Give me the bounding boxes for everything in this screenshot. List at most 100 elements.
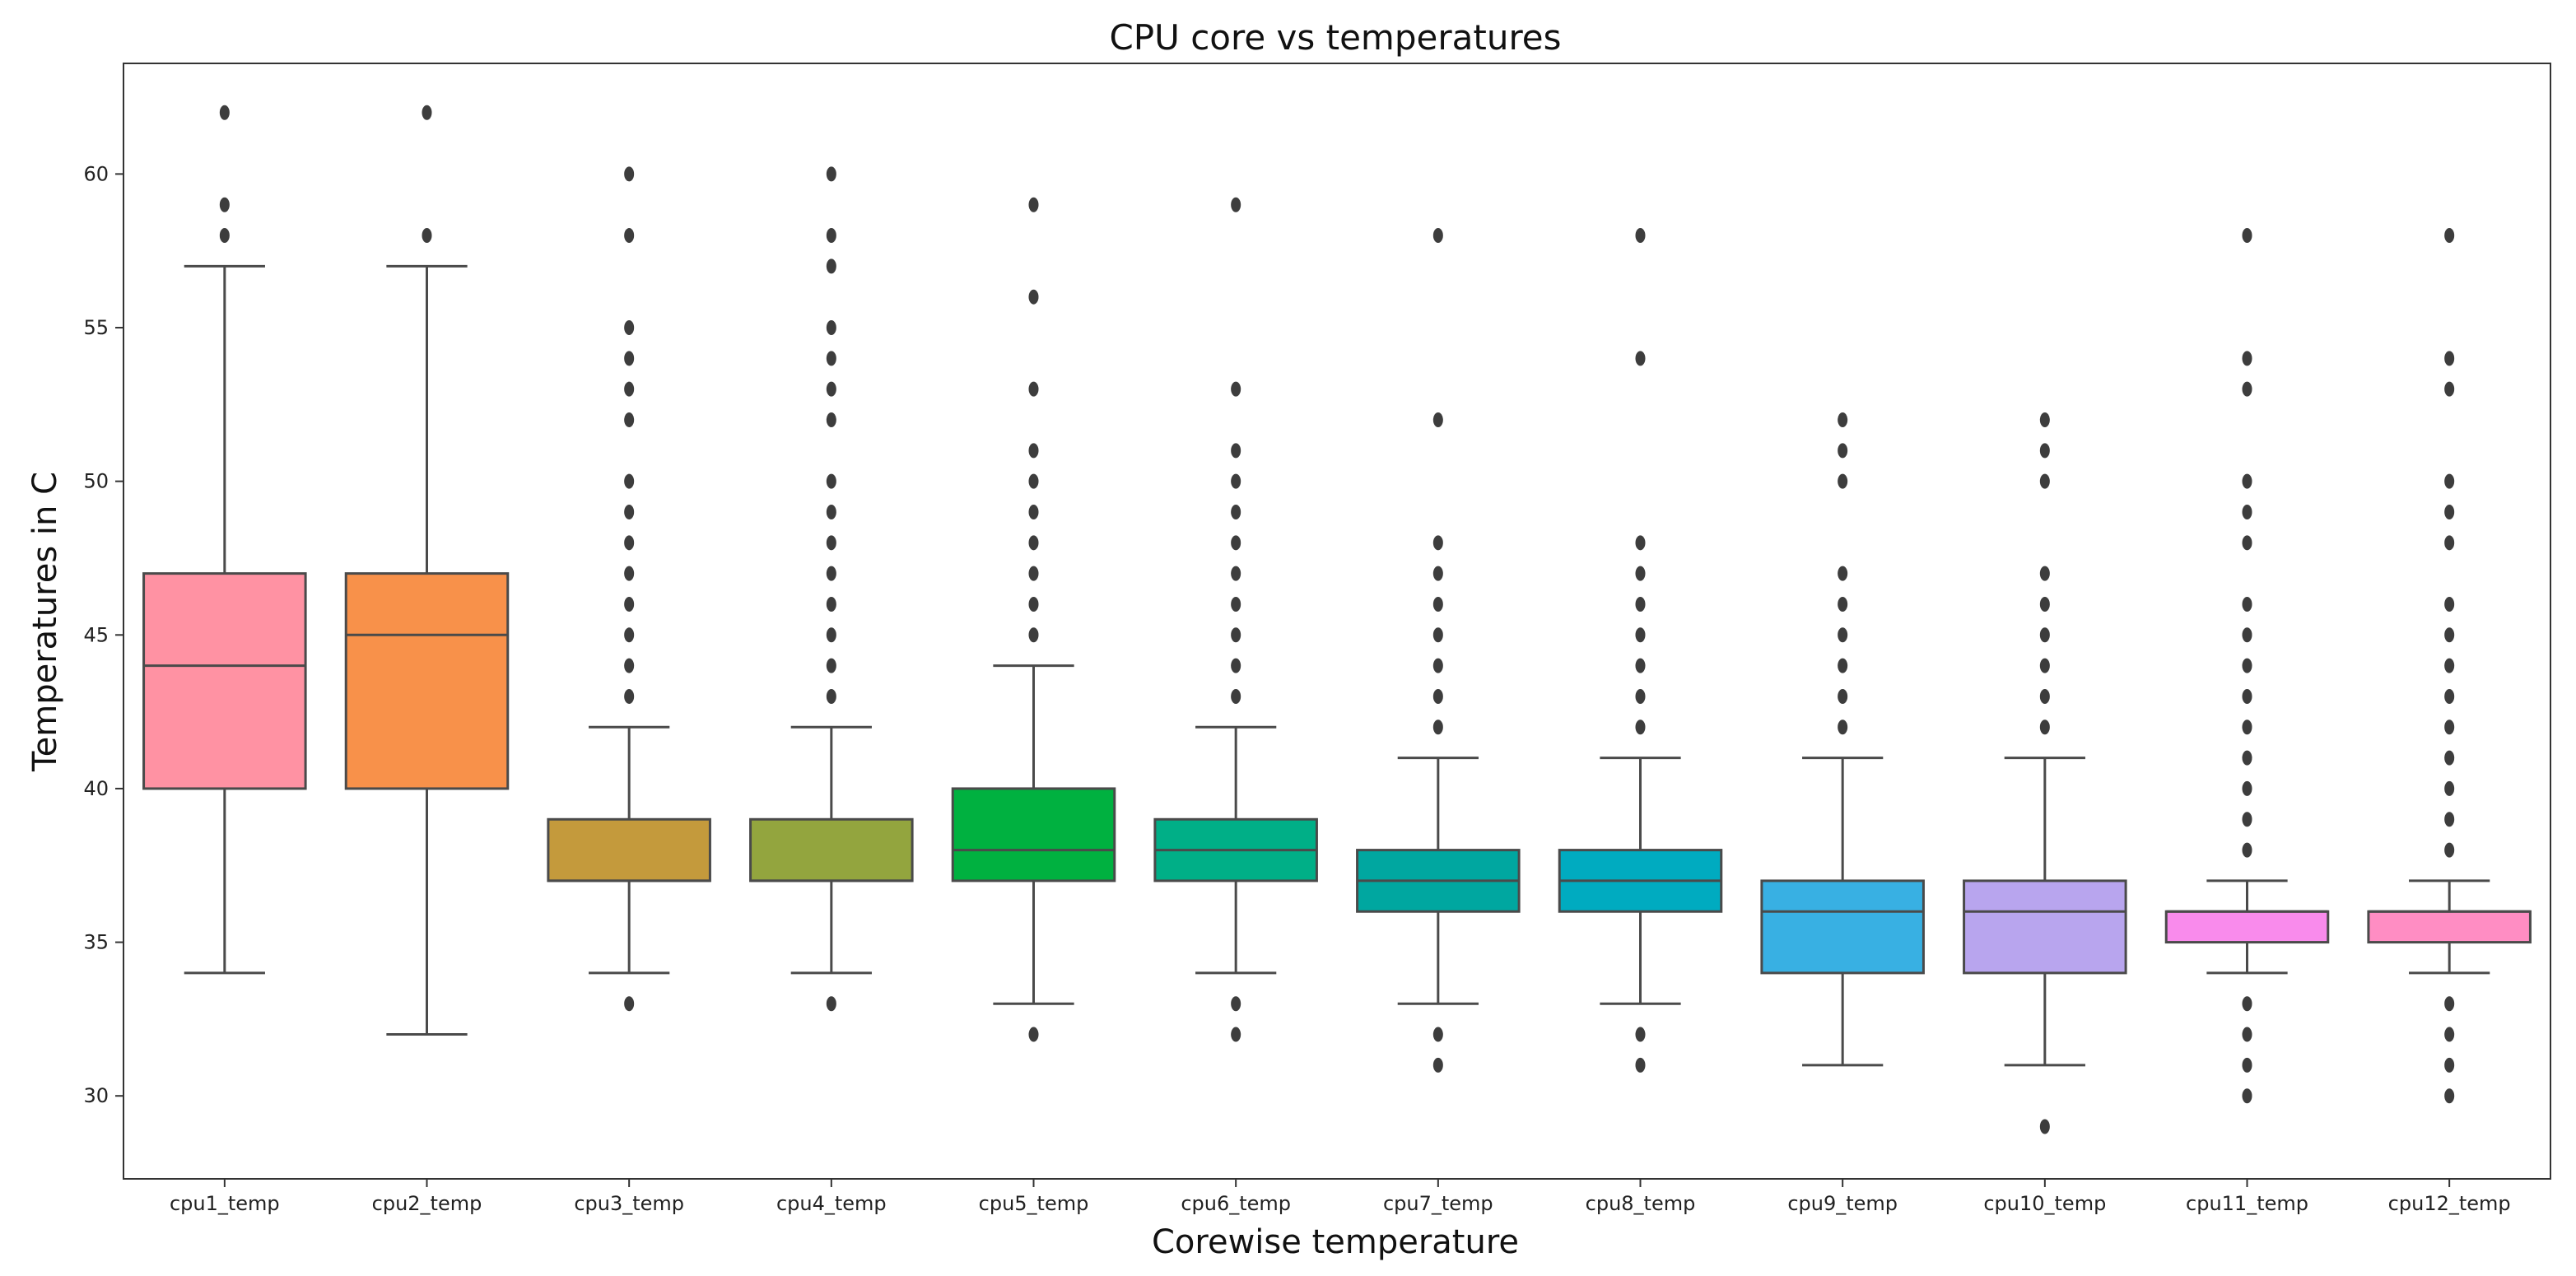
outlier-point bbox=[2444, 750, 2455, 766]
outlier-point bbox=[826, 381, 836, 397]
outlier-point bbox=[1838, 596, 1848, 612]
outlier-point bbox=[1028, 197, 1039, 212]
outlier-point bbox=[1028, 381, 1039, 397]
outlier-point bbox=[1838, 473, 1848, 489]
outlier-point bbox=[2039, 627, 2050, 643]
box-cpu3_temp bbox=[547, 166, 711, 1012]
x-tick-label: cpu12_temp bbox=[2388, 1192, 2511, 1215]
outlier-point bbox=[1028, 443, 1039, 459]
outlier-point bbox=[2444, 351, 2455, 366]
y-tick-label: 45 bbox=[83, 623, 109, 646]
outlier-point bbox=[2242, 1027, 2252, 1042]
y-tick-label: 35 bbox=[83, 931, 109, 954]
outlier-point bbox=[2242, 996, 2252, 1012]
y-axis: 30 35 40 45 50 55 60 bbox=[83, 162, 123, 1107]
outlier-point bbox=[2242, 719, 2252, 735]
outlier-point bbox=[2444, 812, 2455, 827]
outlier-point bbox=[1635, 596, 1646, 612]
outlier-point bbox=[1231, 443, 1241, 459]
outlier-point bbox=[2444, 473, 2455, 489]
outlier-point bbox=[2444, 780, 2455, 796]
outlier-point bbox=[1432, 1057, 1443, 1073]
x-tick-label: cpu6_temp bbox=[1181, 1192, 1291, 1215]
outlier-point bbox=[826, 627, 836, 643]
outlier-point bbox=[624, 596, 635, 612]
outlier-point bbox=[422, 228, 432, 244]
chart-title: CPU core vs temperatures bbox=[1109, 17, 1561, 58]
outlier-point bbox=[1432, 719, 1443, 735]
outlier-point bbox=[2242, 750, 2252, 766]
outlier-point bbox=[624, 228, 635, 244]
outlier-point bbox=[1231, 381, 1241, 397]
outlier-point bbox=[1028, 535, 1039, 551]
outlier-point bbox=[1838, 412, 1848, 428]
outlier-point bbox=[826, 535, 836, 551]
outlier-point bbox=[1635, 1027, 1646, 1042]
outlier-point bbox=[2444, 658, 2455, 673]
outlier-point bbox=[624, 658, 635, 673]
outlier-point bbox=[2242, 596, 2252, 612]
outlier-point bbox=[624, 504, 635, 519]
outlier-point bbox=[2242, 473, 2252, 489]
outlier-point bbox=[624, 535, 635, 551]
iqr-box bbox=[1760, 879, 1925, 975]
iqr-box bbox=[344, 572, 510, 790]
outlier-point bbox=[1432, 688, 1443, 704]
outlier-point bbox=[1231, 566, 1241, 581]
outlier-point bbox=[1432, 566, 1443, 581]
outlier-point bbox=[624, 381, 635, 397]
outlier-point bbox=[1231, 1027, 1241, 1042]
outlier-point bbox=[2039, 658, 2050, 673]
box-cpu5_temp bbox=[951, 197, 1116, 1042]
box-cpu10_temp bbox=[1963, 412, 2127, 1134]
x-tick-label: cpu5_temp bbox=[979, 1192, 1089, 1215]
outlier-point bbox=[1635, 566, 1646, 581]
box-cpu9_temp bbox=[1760, 412, 1925, 1067]
outlier-point bbox=[624, 688, 635, 704]
outlier-point bbox=[1635, 658, 1646, 673]
outlier-point bbox=[1028, 473, 1039, 489]
outlier-point bbox=[2242, 535, 2252, 551]
iqr-box bbox=[2164, 910, 2330, 944]
outlier-point bbox=[219, 228, 230, 244]
outlier-point bbox=[1635, 688, 1646, 704]
outlier-point bbox=[1028, 566, 1039, 581]
outlier-point bbox=[1028, 1027, 1039, 1042]
outlier-point bbox=[1432, 228, 1443, 244]
outlier-point bbox=[1231, 596, 1241, 612]
outlier-point bbox=[2039, 719, 2050, 735]
outlier-point bbox=[826, 351, 836, 366]
box-cpu6_temp bbox=[1153, 197, 1318, 1042]
outlier-point bbox=[826, 320, 836, 336]
outlier-point bbox=[1838, 443, 1848, 459]
outlier-point bbox=[1231, 504, 1241, 519]
outlier-point bbox=[1432, 535, 1443, 551]
outlier-point bbox=[2444, 842, 2455, 858]
outlier-point bbox=[1838, 627, 1848, 643]
outlier-point bbox=[826, 566, 836, 581]
plot-area-frame bbox=[123, 63, 2551, 1180]
outlier-point bbox=[1838, 658, 1848, 673]
box-cpu4_temp bbox=[749, 166, 914, 1012]
box-cpu12_temp bbox=[2367, 228, 2532, 1104]
iqr-box bbox=[749, 817, 914, 882]
outlier-point bbox=[1838, 566, 1848, 581]
x-tick-label: cpu8_temp bbox=[1586, 1192, 1696, 1215]
outlier-point bbox=[826, 228, 836, 244]
outlier-point bbox=[1838, 719, 1848, 735]
outlier-point bbox=[1838, 688, 1848, 704]
box-series-group bbox=[142, 105, 2532, 1134]
x-axis: cpu1_temp cpu2_temp cpu3_temp cpu4_temp cpu5… bbox=[170, 1179, 2511, 1215]
outlier-point bbox=[2444, 688, 2455, 704]
outlier-point bbox=[2039, 566, 2050, 581]
outlier-point bbox=[624, 412, 635, 428]
y-tick-label: 50 bbox=[83, 470, 109, 493]
outlier-point bbox=[1432, 627, 1443, 643]
outlier-point bbox=[2444, 627, 2455, 643]
outlier-point bbox=[1231, 473, 1241, 489]
outlier-point bbox=[1231, 627, 1241, 643]
outlier-point bbox=[2242, 228, 2252, 244]
x-tick-label: cpu2_temp bbox=[372, 1192, 482, 1215]
outlier-point bbox=[1635, 1057, 1646, 1073]
